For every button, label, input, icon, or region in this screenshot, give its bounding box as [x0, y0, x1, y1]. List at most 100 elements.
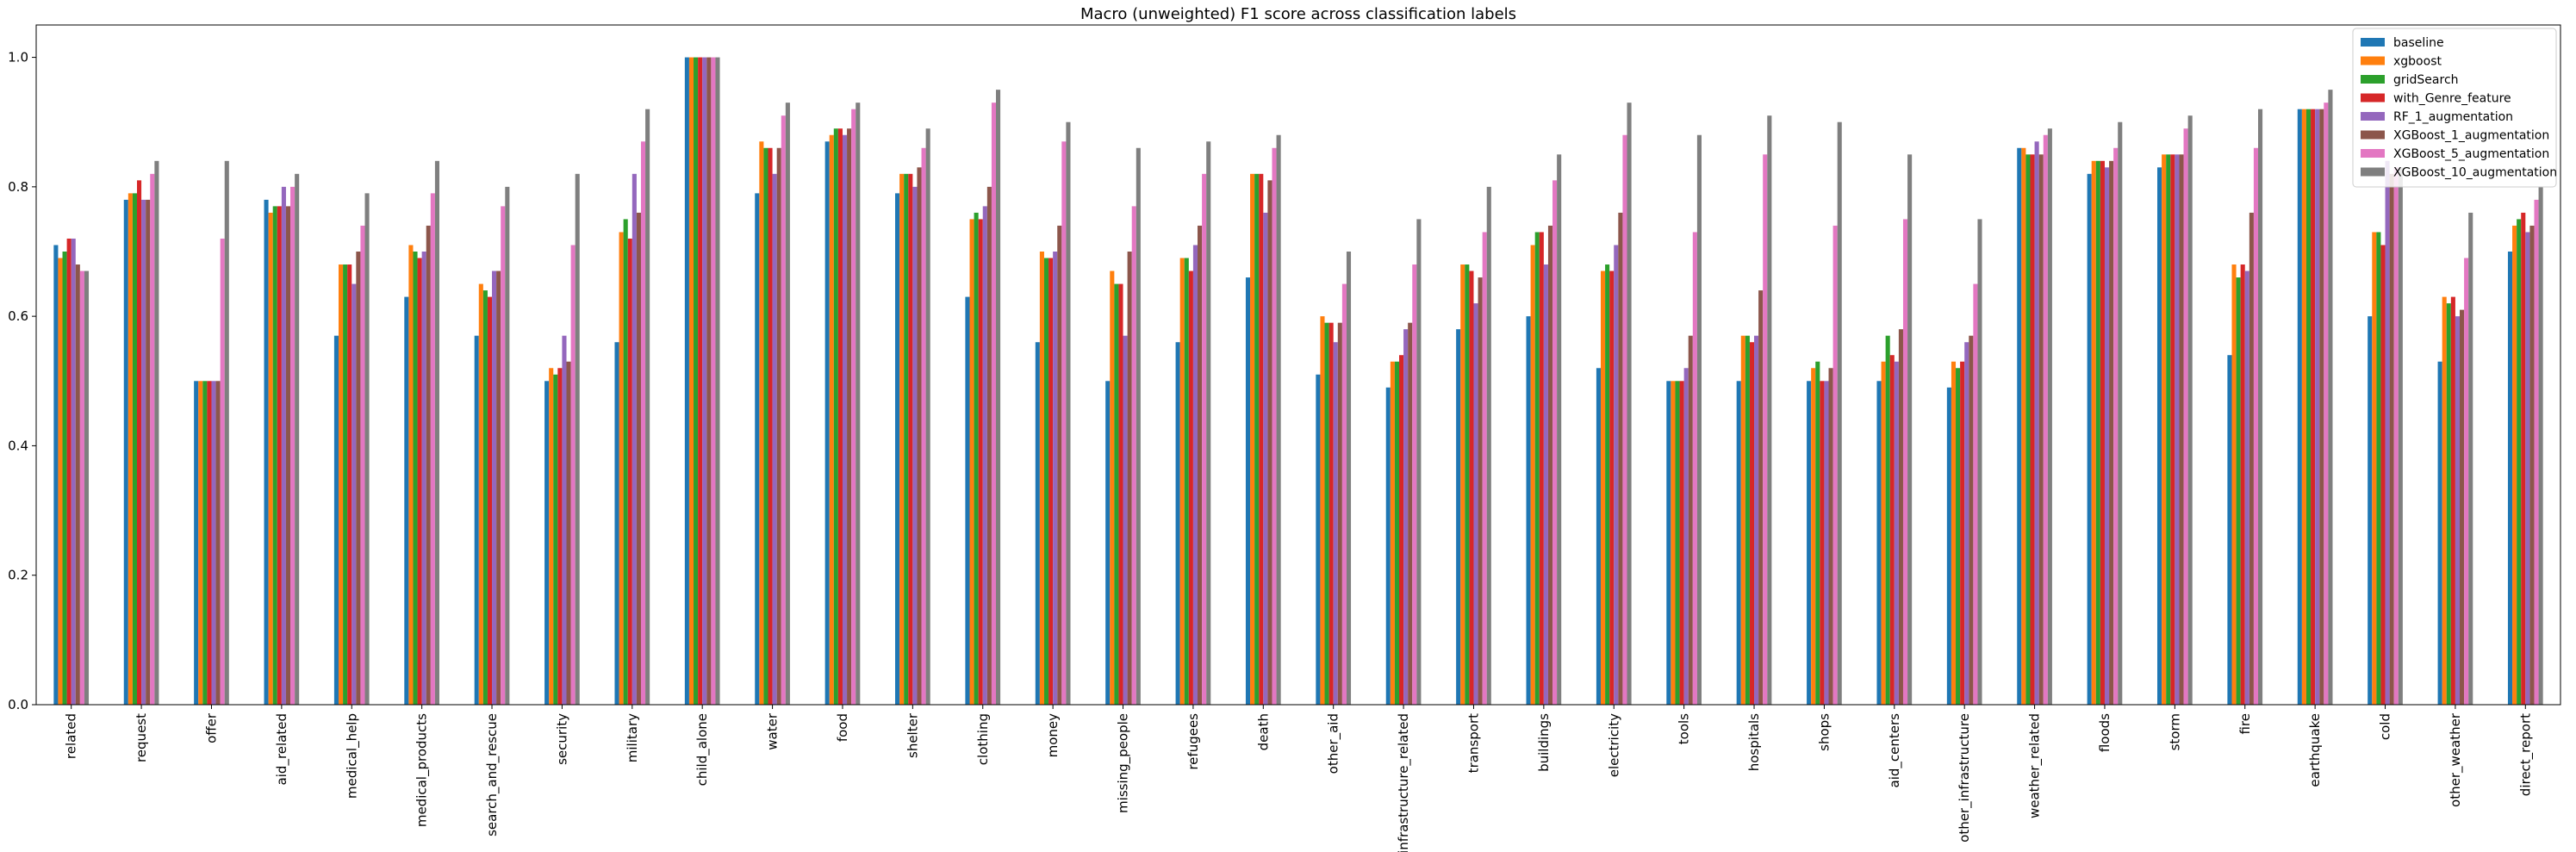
- bar-other_weather-XGBoost_5_augmentation: [2464, 258, 2469, 705]
- x-tick-label: infrastructure_related: [1396, 713, 1412, 852]
- y-tick-label: 1.0: [8, 50, 28, 65]
- x-tick-label: shelter: [905, 712, 920, 758]
- x-tick-label: child_alone: [694, 713, 711, 786]
- bar-money-RF_1_augmentation: [1053, 252, 1058, 705]
- bar-search_and_rescue-xgboost: [478, 283, 483, 705]
- bar-weather_related-RF_1_augmentation: [2034, 141, 2039, 705]
- bar-request-XGBoost_10_augmentation: [154, 160, 159, 706]
- bar-food-XGBoost_5_augmentation: [851, 109, 856, 705]
- bar-medical_help-baseline: [333, 335, 339, 705]
- bar-earthquake-RF_1_augmentation: [2315, 109, 2320, 705]
- bar-infrastructure_related-gridSearch: [1394, 361, 1399, 705]
- bar-infrastructure_related-XGBoost_1_augmentation: [1408, 322, 1413, 705]
- bar-earthquake-XGBoost_10_augmentation: [2328, 90, 2333, 705]
- bar-money-baseline: [1035, 342, 1040, 705]
- bar-water-with_Genre_feature: [768, 147, 773, 705]
- bar-death-gridSearch: [1254, 173, 1260, 705]
- bar-clothing-XGBoost_1_augmentation: [986, 186, 992, 706]
- bar-other_infrastructure-XGBoost_1_augmentation: [1969, 335, 1974, 705]
- bar-storm-with_Genre_feature: [2170, 154, 2175, 706]
- y-tick-label: 0.8: [8, 179, 28, 195]
- bar-transport-gridSearch: [1465, 264, 1470, 705]
- bar-other_infrastructure-XGBoost_5_augmentation: [1973, 283, 1978, 705]
- x-tick-label: hospitals: [1746, 713, 1762, 771]
- legend-swatch-with_Genre_feature: [2361, 93, 2385, 103]
- bar-direct_report-RF_1_augmentation: [2525, 232, 2530, 706]
- bar-aid_related-XGBoost_5_augmentation: [290, 186, 296, 706]
- bar-electricity-with_Genre_feature: [1609, 271, 1615, 705]
- bar-aid_related-RF_1_augmentation: [281, 186, 286, 706]
- bar-tools-gridSearch: [1675, 381, 1680, 705]
- bar-food-baseline: [824, 141, 830, 705]
- legend-label-xgboost: xgboost: [2393, 55, 2442, 69]
- bar-shelter-XGBoost_1_augmentation: [917, 167, 922, 705]
- bar-buildings-XGBoost_10_augmentation: [1557, 154, 1562, 706]
- bar-aid_centers-XGBoost_5_augmentation: [1902, 219, 1908, 705]
- bar-child_alone-with_Genre_feature: [698, 57, 703, 705]
- bar-medical_products-baseline: [404, 296, 409, 705]
- bar-electricity-XGBoost_5_augmentation: [1622, 134, 1627, 706]
- bar-related-XGBoost_10_augmentation: [84, 271, 90, 705]
- bar-hospitals-xgboost: [1740, 335, 1745, 705]
- bar-earthquake-baseline: [2297, 109, 2302, 705]
- bar-aid_related-xgboost: [268, 212, 273, 705]
- bar-hospitals-XGBoost_10_augmentation: [1767, 115, 1772, 705]
- bar-security-RF_1_augmentation: [562, 335, 567, 705]
- plot-frame: [35, 24, 2561, 706]
- bar-security-XGBoost_10_augmentation: [575, 173, 580, 705]
- bar-offer-XGBoost_5_augmentation: [220, 238, 225, 706]
- bar-shops-XGBoost_1_augmentation: [1828, 368, 1833, 705]
- legend-swatch-XGBoost_5_augmentation: [2361, 149, 2385, 158]
- legend-swatch-xgboost: [2361, 56, 2385, 65]
- bar-shelter-RF_1_augmentation: [912, 186, 918, 706]
- bar-electricity-RF_1_augmentation: [1614, 245, 1619, 705]
- bar-military-gridSearch: [623, 219, 628, 705]
- bar-military-XGBoost_1_augmentation: [636, 212, 641, 705]
- bar-tools-with_Genre_feature: [1679, 381, 1684, 705]
- bar-missing_people-XGBoost_10_augmentation: [1136, 147, 1141, 705]
- x-tick-label: other_weather: [2448, 712, 2464, 807]
- bar-medical_help-XGBoost_1_augmentation: [356, 252, 361, 705]
- bar-medical_help-RF_1_augmentation: [352, 283, 357, 705]
- bar-transport-xgboost: [1460, 264, 1465, 705]
- bar-search_and_rescue-with_Genre_feature: [487, 296, 493, 705]
- legend-label-XGBoost_5_augmentation: XGBoost_5_augmentation: [2393, 147, 2549, 161]
- bar-weather_related-baseline: [2017, 147, 2022, 705]
- bar-search_and_rescue-baseline: [474, 335, 479, 705]
- bar-floods-with_Genre_feature: [2100, 160, 2105, 706]
- bar-tools-XGBoost_1_augmentation: [1688, 335, 1693, 705]
- legend-label-RF_1_augmentation: RF_1_augmentation: [2393, 110, 2513, 124]
- bar-storm-xgboost: [2162, 154, 2167, 706]
- bar-transport-baseline: [1456, 329, 1461, 705]
- x-tick-label: aid_related: [274, 713, 290, 785]
- bar-direct_report-XGBoost_10_augmentation: [2538, 186, 2543, 706]
- bar-buildings-XGBoost_5_augmentation: [1552, 180, 1558, 706]
- x-tick-label: request: [134, 713, 149, 762]
- bar-child_alone-XGBoost_5_augmentation: [711, 57, 716, 705]
- legend-swatch-gridSearch: [2361, 75, 2385, 84]
- bar-death-XGBoost_10_augmentation: [1276, 134, 1281, 706]
- bar-military-baseline: [614, 342, 619, 705]
- bar-food-XGBoost_10_augmentation: [856, 103, 861, 706]
- bar-shops-XGBoost_10_augmentation: [1837, 121, 1842, 705]
- bar-offer-XGBoost_10_augmentation: [224, 160, 229, 706]
- bars-layer: [53, 57, 2543, 706]
- bar-hospitals-RF_1_augmentation: [1754, 335, 1759, 705]
- bar-fire-XGBoost_1_augmentation: [2249, 212, 2254, 705]
- bar-refugees-XGBoost_10_augmentation: [1206, 141, 1211, 705]
- bar-aid_related-with_Genre_feature: [277, 206, 282, 705]
- bar-transport-RF_1_augmentation: [1473, 303, 1478, 705]
- bar-hospitals-baseline: [1736, 381, 1741, 705]
- bar-other_weather-xgboost: [2442, 296, 2447, 705]
- bar-other_aid-XGBoost_1_augmentation: [1337, 322, 1342, 705]
- bar-death-RF_1_augmentation: [1263, 212, 1268, 705]
- bar-hospitals-XGBoost_1_augmentation: [1758, 290, 1764, 705]
- bar-shops-gridSearch: [1815, 361, 1820, 705]
- bar-aid_related-XGBoost_1_augmentation: [285, 206, 291, 705]
- bar-clothing-XGBoost_10_augmentation: [996, 90, 1001, 705]
- legend: baseline xgboost gridSearch with_Genre_feat…: [2352, 28, 2557, 188]
- x-tick-label: money: [1045, 713, 1061, 758]
- bar-death-with_Genre_feature: [1259, 173, 1264, 705]
- bar-direct_report-XGBoost_1_augmentation: [2529, 225, 2535, 705]
